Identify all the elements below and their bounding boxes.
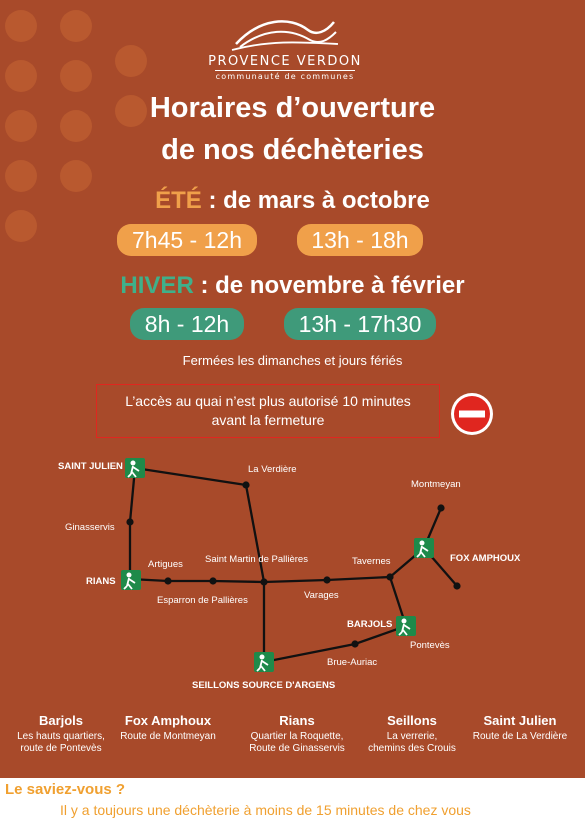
label-rians: RIANS bbox=[86, 576, 116, 587]
address-town-name: Saint Julien bbox=[483, 713, 557, 728]
label-saint-julien: SAINT JULIEN bbox=[58, 461, 123, 472]
did-you-know-banner: Le saviez-vous ? Il y a toujours une déc… bbox=[0, 778, 585, 827]
address-town-name: Fox Amphoux bbox=[124, 713, 212, 728]
depot-barjols bbox=[396, 616, 416, 636]
depot-seillons bbox=[254, 652, 274, 672]
map-junction-dots bbox=[126, 481, 461, 648]
label-artigues: Artigues bbox=[148, 559, 183, 570]
depot-network-map: SAINT JULIEN La Verdière Ginasservis Art… bbox=[58, 458, 521, 691]
winter-period: : de novembre à février bbox=[193, 272, 465, 299]
dot-saint-martin bbox=[260, 578, 268, 586]
dot-esparron bbox=[209, 577, 217, 585]
page-title-line2: de nos déchèteries bbox=[161, 134, 424, 166]
winter-label: HIVER bbox=[120, 272, 194, 299]
address-town-name: Seillons bbox=[387, 713, 437, 728]
address-town-name: Barjols bbox=[38, 713, 84, 728]
label-varages: Varages bbox=[304, 590, 339, 601]
dot-la-verdiere bbox=[242, 481, 250, 489]
logo-subtitle: communauté de communes bbox=[215, 72, 355, 81]
hills-logo-icon bbox=[231, 20, 339, 51]
label-ginasservis: Ginasservis bbox=[65, 522, 115, 533]
access-notice-line2: avant la fermeture bbox=[211, 412, 325, 428]
dot-tavernes bbox=[386, 573, 394, 581]
depot-fox-amphoux bbox=[414, 538, 434, 558]
label-saint-martin: Saint Martin de Pallières bbox=[205, 554, 308, 565]
address-line1: La verrerie, bbox=[386, 731, 438, 742]
dot-fox-branch bbox=[453, 582, 461, 590]
dot-montmeyan bbox=[437, 504, 445, 512]
summer-afternoon-hours: 13h - 18h bbox=[297, 224, 423, 256]
address-barjols: Barjols Les hauts quartiers, route de Po… bbox=[6, 713, 116, 755]
logo-name: PROVENCE VERDON bbox=[208, 54, 362, 69]
dot-brue-auriac bbox=[351, 640, 359, 648]
address-line2: route de Pontevès bbox=[20, 743, 102, 754]
depot-saint-julien bbox=[125, 458, 145, 478]
access-notice-line1: L’accès au quai n’est plus autorisé 10 m… bbox=[125, 393, 411, 409]
winter-heading: HIVER : de novembre à février bbox=[0, 272, 585, 300]
provence-verdon-logo: PROVENCE VERDON communauté de communes bbox=[205, 14, 365, 81]
label-montmeyan: Montmeyan bbox=[411, 479, 461, 490]
dot-artigues bbox=[164, 577, 172, 585]
label-fox-amphoux: FOX AMPHOUX bbox=[450, 553, 521, 564]
no-entry-sign-icon bbox=[451, 393, 493, 435]
address-town-name: Rians bbox=[279, 713, 315, 728]
summer-morning-hours: 7h45 - 12h bbox=[117, 224, 257, 256]
access-notice: L’accès au quai n’est plus autorisé 10 m… bbox=[96, 384, 440, 438]
address-line2: chemins des Crouis bbox=[368, 743, 456, 754]
summer-label: ÉTÉ bbox=[155, 187, 202, 214]
label-esparron: Esparron de Pallières bbox=[157, 595, 248, 606]
label-seillons: SEILLONS SOURCE D'ARGENS bbox=[192, 680, 335, 691]
address-fox-amphoux: Fox Amphoux Route de Montmeyan bbox=[113, 713, 223, 743]
address-line1: Les hauts quartiers, bbox=[17, 731, 105, 742]
address-line2: Route de Ginasservis bbox=[249, 743, 345, 754]
address-seillons: Seillons La verrerie, chemins des Crouis bbox=[357, 713, 467, 755]
label-tavernes: Tavernes bbox=[352, 556, 391, 567]
dot-varages bbox=[323, 576, 331, 584]
did-you-know-title: Le saviez-vous ? bbox=[5, 781, 126, 798]
depot-rians bbox=[121, 570, 141, 590]
did-you-know-text: Il y a toujours une déchèterie à moins d… bbox=[60, 802, 471, 818]
address-rians: Rians Quartier la Roquette, Route de Gin… bbox=[242, 713, 352, 755]
address-saint-julien: Saint Julien Route de La Verdière bbox=[465, 713, 575, 743]
dot-ginasservis bbox=[126, 518, 134, 526]
address-line1: Route de Montmeyan bbox=[120, 731, 216, 742]
label-brue-auriac: Brue-Auriac bbox=[327, 657, 377, 668]
winter-morning-hours: 8h - 12h bbox=[130, 308, 244, 340]
summer-period: : de mars à octobre bbox=[201, 187, 430, 214]
address-line1: Quartier la Roquette, bbox=[250, 731, 344, 742]
depot-addresses: Barjols Les hauts quartiers, route de Po… bbox=[0, 713, 585, 773]
label-pontevez: Pontevès bbox=[410, 640, 450, 651]
page-title-line1: Horaires d’ouverture bbox=[149, 92, 436, 124]
label-barjols: BARJOLS bbox=[347, 619, 392, 630]
closed-days-note: Fermées les dimanches et jours fériés bbox=[182, 353, 403, 368]
winter-afternoon-hours: 13h - 17h30 bbox=[284, 308, 436, 340]
label-la-verdiere: La Verdière bbox=[248, 464, 297, 475]
address-line1: Route de La Verdière bbox=[472, 731, 568, 742]
summer-heading: ÉTÉ : de mars à octobre bbox=[0, 187, 585, 215]
